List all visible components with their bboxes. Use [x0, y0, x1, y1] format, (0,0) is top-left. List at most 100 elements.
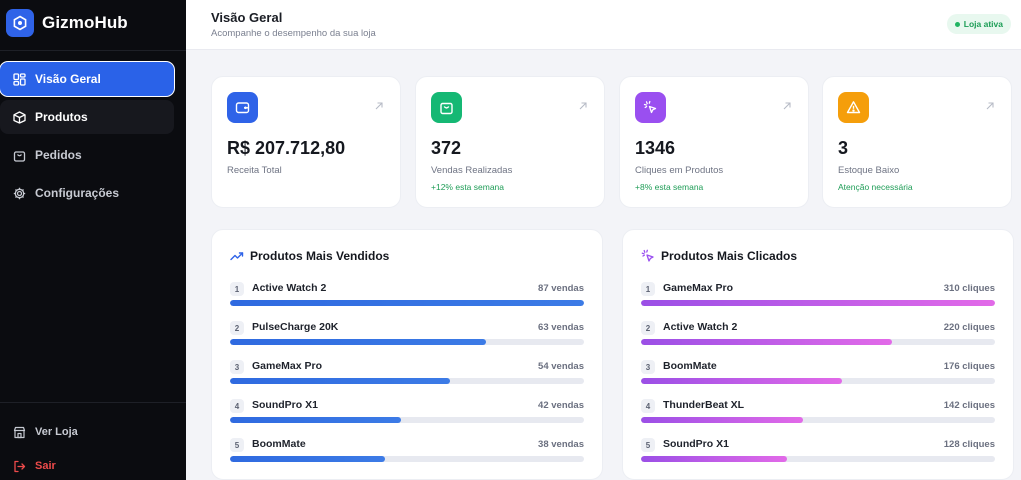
sidebar: GizmoHub Visão Geral Produtos Pedidos C: [0, 0, 186, 480]
rank-badge: 1: [230, 282, 244, 296]
sidebar-item-pedidos[interactable]: Pedidos: [0, 138, 174, 172]
product-name: Active Watch 2: [252, 282, 327, 294]
product-count: 142 cliques: [943, 400, 995, 411]
progress-track: [230, 339, 584, 345]
product-name: ThunderBeat XL: [663, 399, 745, 411]
top-sold-panel: Produtos Mais Vendidos 1 Active Watch 2 87…: [211, 229, 603, 480]
ranking-row[interactable]: 1 GameMax Pro 310 cliques: [641, 280, 995, 319]
product-name: SoundPro X1: [252, 399, 318, 411]
panel-title: Produtos Mais Vendidos: [230, 249, 389, 263]
arrow-up-right-icon[interactable]: [985, 101, 995, 111]
rank-badge: 2: [230, 321, 244, 335]
product-count: 54 vendas: [538, 361, 584, 372]
ranking-row[interactable]: 4 SoundPro X1 42 vendas: [230, 397, 584, 436]
stat-card-revenue[interactable]: R$ 207.712,80 Receita Total: [211, 76, 401, 208]
wallet-icon: [227, 92, 258, 123]
rank-badge: 1: [641, 282, 655, 296]
rank-badge: 3: [230, 360, 244, 374]
stat-card-stock[interactable]: 3 Estoque Baixo Atenção necessária: [822, 76, 1012, 208]
progress-track: [641, 417, 995, 423]
view-store-link[interactable]: Ver Loja: [0, 415, 186, 449]
progress-fill: [230, 339, 487, 345]
sidebar-item-label: Configurações: [35, 186, 120, 200]
page-header: Visão Geral Acompanhe o desempenho da su…: [186, 0, 1021, 50]
panel-title-label: Produtos Mais Vendidos: [250, 249, 390, 263]
stat-trend: +8% esta semana: [635, 182, 704, 192]
progress-fill: [641, 417, 804, 423]
panel-title-label: Produtos Mais Clicados: [661, 249, 798, 263]
ranking-row[interactable]: 2 PulseCharge 20K 63 vendas: [230, 319, 584, 358]
progress-fill: [641, 378, 843, 384]
page-subtitle: Acompanhe o desempenho da sua loja: [211, 28, 376, 39]
ranking-row[interactable]: 5 SoundPro X1 128 cliques: [641, 436, 995, 475]
status-dot-icon: [954, 21, 960, 27]
rank-badge: 4: [641, 399, 655, 413]
stat-card-clicks[interactable]: 1346 Cliques em Produtos +8% esta semana: [619, 76, 809, 208]
progress-track: [230, 300, 584, 306]
ranking-row[interactable]: 3 GameMax Pro 54 vendas: [230, 358, 584, 397]
rank-badge: 3: [641, 360, 655, 374]
dashboard-icon: [12, 72, 26, 86]
product-count: 38 vendas: [538, 439, 584, 450]
stat-value: 3: [838, 138, 849, 158]
progress-fill: [230, 417, 401, 423]
status-label: Loja ativa: [963, 19, 1003, 29]
progress-track: [641, 378, 995, 384]
top-clicked-panel: Produtos Mais Clicados 1 GameMax Pro 310 c…: [622, 229, 1014, 480]
shopping-bag-icon: [431, 92, 462, 123]
box-icon: [12, 110, 26, 124]
gear-icon: [12, 186, 26, 200]
view-store-label: Ver Loja: [35, 426, 78, 438]
progress-track: [230, 456, 584, 462]
sidebar-nav: Visão Geral Produtos Pedidos Configuraçõ…: [0, 62, 186, 214]
ranking-row[interactable]: 4 ThunderBeat XL 142 cliques: [641, 397, 995, 436]
ranking-row[interactable]: 2 Active Watch 2 220 cliques: [641, 319, 995, 358]
click-icon: [641, 249, 655, 263]
product-count: 220 cliques: [943, 322, 995, 333]
stat-card-sales[interactable]: 372 Vendas Realizadas +12% esta semana: [415, 76, 605, 208]
ranking-row[interactable]: 1 Active Watch 2 87 vendas: [230, 280, 584, 319]
logout-button[interactable]: Sair: [0, 449, 186, 480]
sidebar-item-label: Produtos: [35, 110, 88, 124]
sidebar-divider: [0, 402, 186, 403]
warning-icon: [838, 92, 869, 123]
rank-badge: 4: [230, 399, 244, 413]
product-name: PulseCharge 20K: [252, 321, 339, 333]
product-count: 63 vendas: [538, 322, 584, 333]
progress-fill: [230, 378, 450, 384]
ranking-row[interactable]: 5 BoomMate 38 vendas: [230, 436, 584, 475]
stat-label: Receita Total: [227, 165, 282, 176]
bag-icon: [12, 148, 26, 162]
sidebar-item-visao-geral[interactable]: Visão Geral: [0, 62, 174, 96]
page-title: Visão Geral: [211, 10, 283, 25]
rank-badge: 5: [230, 438, 244, 452]
ranking-row[interactable]: 3 BoomMate 176 cliques: [641, 358, 995, 397]
product-name: GameMax Pro: [252, 360, 323, 372]
stat-trend: +12% esta semana: [431, 182, 505, 192]
brand-name: GizmoHub: [42, 13, 128, 32]
progress-track: [641, 300, 995, 306]
click-icon: [635, 92, 666, 123]
stat-value: 1346: [635, 138, 676, 158]
product-count: 128 cliques: [943, 439, 995, 450]
product-name: GameMax Pro: [663, 282, 734, 294]
progress-fill: [641, 339, 893, 345]
status-badge: Loja ativa: [946, 14, 1011, 34]
arrow-up-right-icon[interactable]: [782, 101, 792, 111]
sidebar-item-configuracoes[interactable]: Configurações: [0, 176, 174, 210]
logout-icon: [12, 459, 26, 473]
progress-track: [641, 456, 995, 462]
product-name: BoomMate: [663, 360, 717, 372]
stat-trend: Atenção necessária: [838, 182, 913, 192]
sidebar-footer: Ver Loja Sair: [0, 415, 186, 480]
arrow-up-right-icon[interactable]: [374, 101, 384, 111]
panel-title: Produtos Mais Clicados: [641, 249, 797, 263]
brand[interactable]: GizmoHub: [6, 9, 128, 37]
product-count: 87 vendas: [538, 283, 584, 294]
arrow-up-right-icon[interactable]: [578, 101, 588, 111]
progress-track: [230, 378, 584, 384]
logo-icon: [6, 9, 34, 37]
sidebar-item-produtos[interactable]: Produtos: [0, 100, 174, 134]
product-count: 310 cliques: [943, 283, 995, 294]
sidebar-divider: [0, 50, 186, 51]
